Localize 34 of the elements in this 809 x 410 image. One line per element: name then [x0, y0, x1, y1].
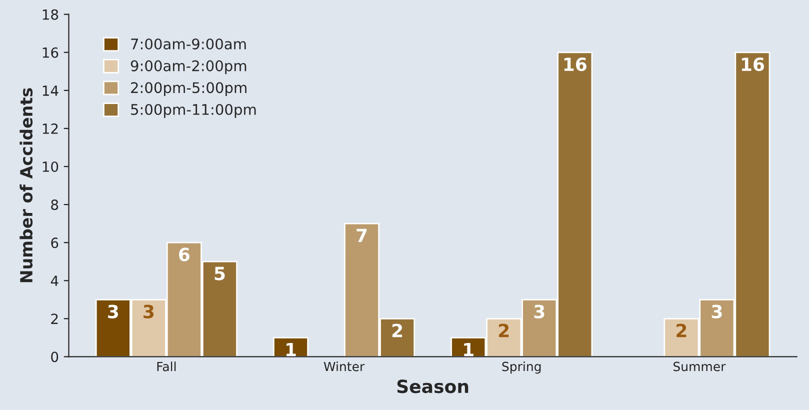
- data-label: 3: [712, 304, 722, 318]
- x-tick-label: Spring: [502, 362, 541, 374]
- y-tick-label: 2: [51, 314, 58, 324]
- x-tick-label: Summer: [674, 362, 726, 372]
- y-tick-label: 0: [51, 352, 58, 362]
- legend-label: 5:00pm-11:00pm: [131, 104, 256, 118]
- data-label: 3: [534, 304, 544, 318]
- legend-label: 9:00am-2:00pm: [130, 60, 246, 74]
- data-label: 3: [144, 304, 154, 318]
- data-label: 2: [392, 324, 402, 338]
- y-tick-label: 4: [50, 276, 58, 286]
- y-axis-title: Number of Accidents: [20, 88, 33, 282]
- data-label: 3: [108, 304, 118, 318]
- data-label: 1: [286, 342, 296, 356]
- y-tick-label: 12: [42, 123, 58, 134]
- y-tick-label: 6: [51, 238, 58, 248]
- y-tick-label: 10: [42, 161, 58, 172]
- y-tick-label: 14: [42, 86, 58, 96]
- data-label: 1: [464, 342, 474, 356]
- y-tick-label: 16: [42, 47, 58, 58]
- x-tick-label: Fall: [157, 362, 176, 372]
- data-label: 2: [498, 324, 509, 338]
- y-tick-label: 8: [51, 200, 58, 210]
- x-axis-title: Season: [397, 380, 468, 394]
- data-label: 16: [564, 57, 586, 72]
- data-label: 2: [676, 324, 686, 338]
- data-label: 16: [742, 57, 764, 72]
- data-label: 7: [356, 228, 367, 242]
- data-label: 6: [179, 248, 190, 262]
- legend-label: 2:00pm-5:00pm: [131, 82, 246, 96]
- y-tick-label: 18: [42, 9, 58, 20]
- x-tick-label: Winter: [324, 362, 365, 372]
- data-label: 5: [214, 266, 225, 280]
- legend-label: 7:00am-9:00am: [131, 38, 246, 50]
